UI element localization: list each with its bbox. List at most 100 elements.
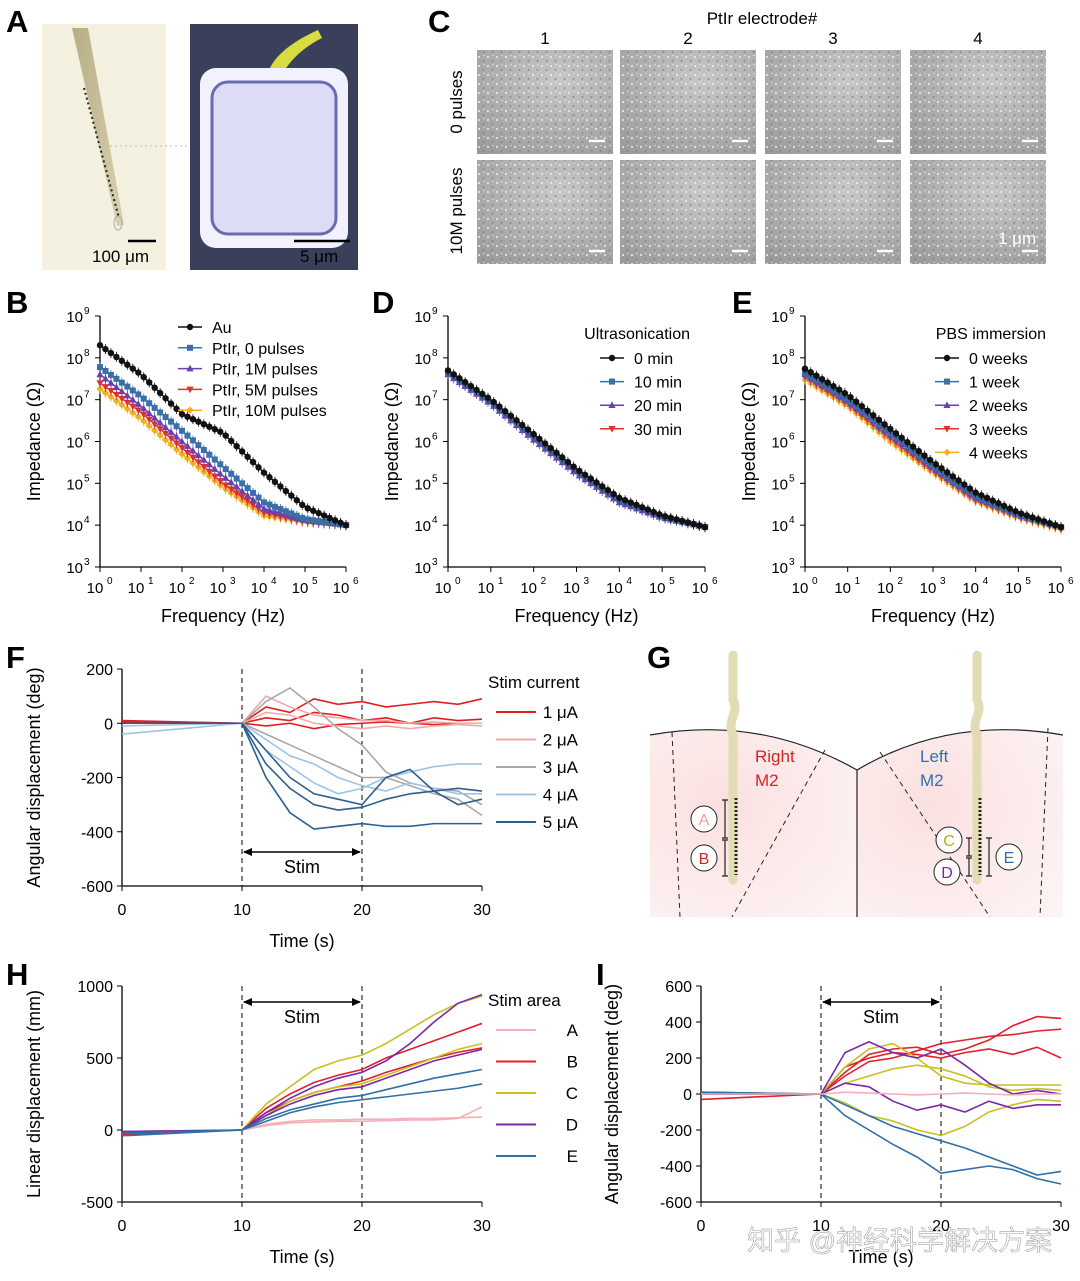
y-tick-label: 10	[66, 435, 83, 452]
data-point	[260, 504, 268, 512]
y-tick-exponent: 3	[84, 557, 90, 568]
series-line-c	[701, 1093, 1062, 1137]
y-tick-exponent: 5	[84, 473, 90, 484]
data-point	[102, 345, 109, 353]
data-point	[145, 416, 153, 424]
data-point	[184, 413, 191, 420]
data-point	[129, 409, 137, 417]
series-0-min	[444, 365, 709, 533]
y-tick-exponent: 5	[432, 473, 438, 484]
scale-bar-label: 100 μm	[92, 247, 149, 266]
stim-arrow-head	[822, 998, 831, 1006]
data-point	[238, 494, 246, 501]
data-point	[172, 445, 181, 453]
data-point	[609, 378, 615, 385]
y-tick-label: -600	[81, 879, 113, 896]
data-point	[145, 409, 153, 417]
data-point	[162, 414, 169, 421]
left-hemisphere	[857, 729, 1063, 917]
data-point	[250, 489, 257, 496]
series-line-a	[701, 1091, 1061, 1096]
data-point	[536, 435, 543, 442]
data-point	[320, 512, 328, 519]
data-point	[186, 386, 194, 394]
y-tick-exponent: 8	[432, 348, 438, 359]
data-point	[841, 389, 849, 397]
data-point	[684, 519, 692, 526]
data-point	[183, 442, 192, 449]
x-tick-exponent: 1	[498, 576, 504, 587]
data-point	[101, 384, 110, 391]
y-tick-label: 10	[771, 476, 788, 493]
data-point	[633, 501, 640, 509]
data-point	[211, 456, 218, 463]
data-point	[304, 505, 311, 512]
data-point	[113, 375, 120, 382]
series-line-a	[121, 1116, 483, 1134]
data-point	[172, 440, 181, 448]
data-point	[140, 395, 147, 402]
y-tick-label: 10	[771, 435, 788, 452]
y-tick-exponent: 3	[432, 557, 438, 568]
panel-a: 100 μm 5 μm	[42, 24, 358, 270]
data-point	[249, 458, 257, 466]
data-point	[1023, 512, 1031, 519]
data-point	[255, 464, 262, 471]
y-tick-exponent: 9	[432, 306, 438, 317]
y-tick-label: 200	[86, 662, 113, 679]
probe-shaft	[72, 28, 124, 226]
data-point	[227, 478, 235, 486]
data-point	[564, 458, 572, 466]
sem-texture	[765, 50, 901, 154]
x-tick-exponent: 5	[1025, 576, 1031, 587]
data-point	[206, 451, 213, 458]
x-tick-label: 20	[932, 1218, 950, 1235]
data-point	[233, 483, 241, 490]
probe-left	[970, 650, 984, 885]
x-axis-title: Frequency (Hz)	[161, 606, 285, 626]
contact-pad-inner	[210, 80, 338, 236]
x-tick-exponent: 1	[855, 576, 861, 587]
y-tick-exponent: 3	[789, 557, 795, 568]
data-point	[227, 486, 235, 493]
legend-label: Au	[212, 320, 232, 337]
x-tick-label: 10	[1005, 580, 1022, 597]
data-point	[627, 499, 634, 506]
series-line-2-a	[122, 695, 482, 725]
data-point	[921, 452, 928, 459]
legend-label: 10 min	[634, 375, 682, 392]
legend-label: 1 μA	[543, 703, 579, 722]
data-point	[134, 413, 142, 421]
chart-h: 0 10 20 30 1000 500 0 -500 Time (s) Linear displa…	[24, 979, 579, 1267]
data-point	[892, 430, 900, 437]
sem-scale-label: 1 μm	[998, 229, 1036, 248]
y-tick-label: 10	[771, 351, 788, 368]
data-point	[156, 389, 164, 397]
data-point	[135, 369, 142, 376]
y-tick-label: 10	[771, 309, 788, 326]
legend-label: B	[567, 1053, 578, 1072]
series-line-e	[121, 1083, 483, 1134]
x-tick-label: 30	[1052, 1218, 1070, 1235]
x-tick-label: 10	[792, 580, 809, 597]
data-point	[140, 411, 148, 419]
y-tick-label: 600	[665, 979, 692, 996]
data-point	[107, 371, 114, 378]
data-point	[233, 475, 240, 482]
data-point	[932, 461, 940, 468]
data-point	[858, 403, 866, 410]
x-axis-title: Time (s)	[269, 931, 334, 951]
x-tick-label: 0	[697, 1218, 706, 1235]
data-point	[112, 397, 120, 405]
sem-row-1: 0 pulses	[447, 70, 466, 133]
series-au	[96, 340, 350, 531]
data-point	[179, 427, 185, 434]
data-point	[167, 435, 175, 443]
x-tick-exponent: 5	[312, 576, 318, 587]
y-tick-label: 10	[66, 351, 83, 368]
data-point	[151, 426, 159, 435]
data-point	[189, 437, 196, 444]
x-tick-label: 10	[292, 580, 309, 597]
y-tick-exponent: 8	[84, 348, 90, 359]
y-tick-exponent: 6	[84, 432, 90, 443]
